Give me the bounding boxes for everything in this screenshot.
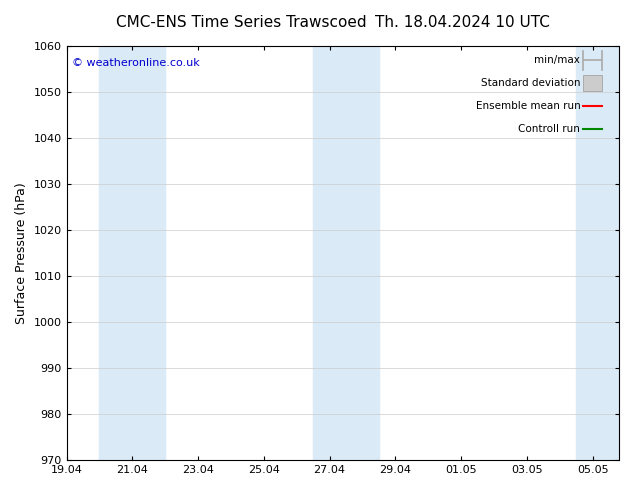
- Y-axis label: Surface Pressure (hPa): Surface Pressure (hPa): [15, 182, 28, 324]
- Text: Ensemble mean run: Ensemble mean run: [476, 101, 580, 111]
- Text: Standard deviation: Standard deviation: [481, 78, 580, 88]
- Text: min/max: min/max: [534, 55, 580, 66]
- Bar: [583, 75, 602, 91]
- Bar: [313, 46, 379, 460]
- Bar: [100, 46, 165, 460]
- Text: CMC-ENS Time Series Trawscoed: CMC-ENS Time Series Trawscoed: [115, 15, 366, 30]
- Bar: [576, 46, 619, 460]
- Text: © weatheronline.co.uk: © weatheronline.co.uk: [72, 58, 200, 69]
- Text: Controll run: Controll run: [519, 124, 580, 134]
- Text: Th. 18.04.2024 10 UTC: Th. 18.04.2024 10 UTC: [375, 15, 550, 30]
